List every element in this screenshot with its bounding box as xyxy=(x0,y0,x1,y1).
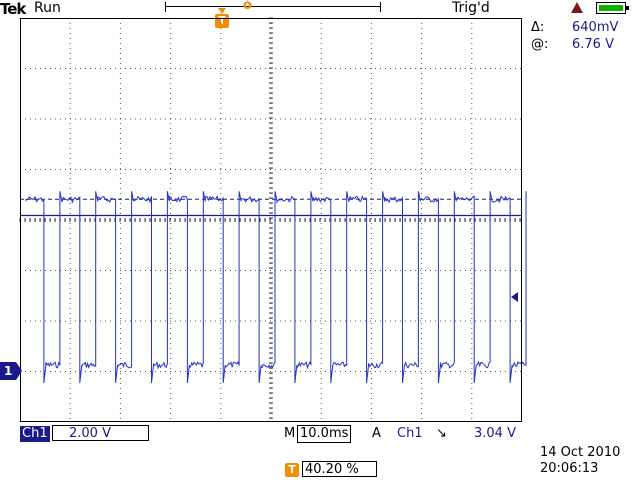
time-readout: 20:06:13 xyxy=(540,461,599,476)
trigger-source[interactable]: Ch1 xyxy=(397,426,423,441)
trigger-status: Trig'd xyxy=(452,0,490,16)
ch1-waveform-trace xyxy=(25,191,527,384)
volts-per-div-readout[interactable]: 2.00 V xyxy=(52,425,149,441)
cursor-level-arrow-icon xyxy=(511,292,518,302)
time-per-div-readout[interactable]: 10.0ms xyxy=(297,425,352,443)
measurement-at-label: @: xyxy=(531,37,549,52)
channel-badge[interactable]: Ch1 xyxy=(20,426,50,442)
trigger-level-readout[interactable]: 3.04 V xyxy=(474,426,516,441)
timebase-label: M xyxy=(284,426,296,441)
warning-triangle-icon xyxy=(571,2,583,13)
trigger-mode-label: A xyxy=(372,426,381,441)
trigger-position-marker: T xyxy=(215,8,229,28)
acquisition-mode: Run xyxy=(34,0,61,16)
measurement-at-value: 6.76 V xyxy=(572,37,614,52)
battery-icon xyxy=(596,2,629,14)
horizontal-position-icon: T xyxy=(285,463,299,477)
trigger-slope-icon: ↘ xyxy=(436,426,447,441)
horizontal-position-readout[interactable]: 40.20 % xyxy=(302,461,377,477)
date-readout: 14 Oct 2010 xyxy=(540,445,621,460)
graticule-frame xyxy=(20,18,522,422)
measurement-delta-label: Δ: xyxy=(531,20,545,35)
channel-1-ground-marker[interactable]: 1 xyxy=(0,362,22,380)
record-position-marker: ỏ xyxy=(243,0,252,13)
brand-logo: Tek xyxy=(0,0,26,18)
record-length-bar xyxy=(165,2,381,12)
measurement-delta-value: 640mV xyxy=(572,20,619,35)
